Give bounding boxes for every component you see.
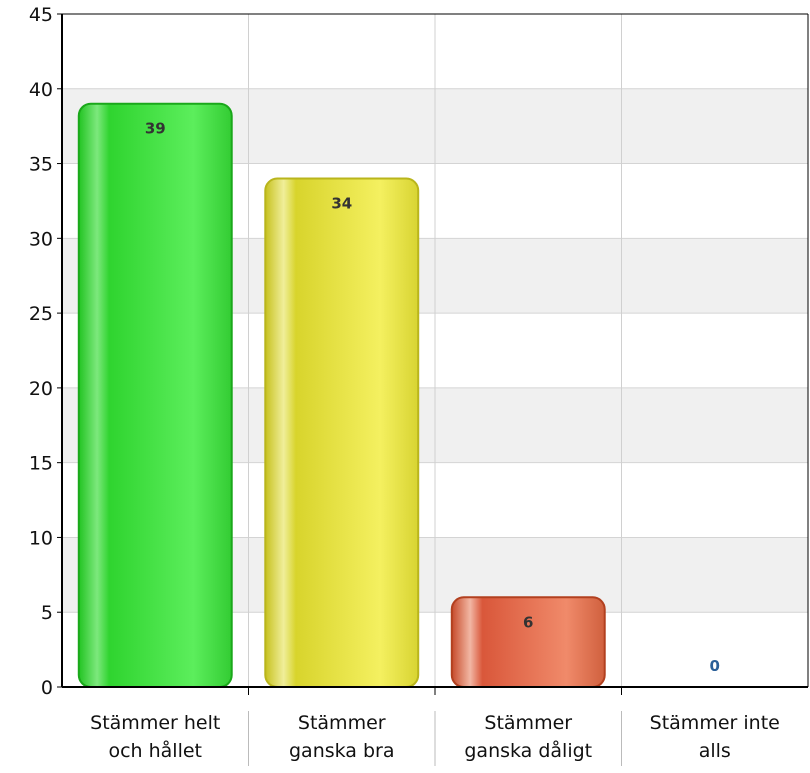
x-category-label-line: ganska bra bbox=[289, 740, 395, 762]
x-category-label-line: ganska dåligt bbox=[464, 739, 592, 762]
y-tick-label: 40 bbox=[29, 79, 53, 101]
y-tick-label: 15 bbox=[29, 453, 53, 475]
y-tick-label: 0 bbox=[41, 677, 53, 699]
x-category-label: Stämmer ganska dåligt bbox=[464, 712, 592, 762]
y-tick-label: 5 bbox=[41, 602, 53, 624]
value-label: 0 bbox=[710, 657, 720, 675]
x-category-label-line: och hållet bbox=[108, 739, 202, 762]
x-category-label-line: Stämmer bbox=[484, 712, 572, 734]
y-axis-ticks: 0 5 10 15 20 25 30 35 40 45 bbox=[29, 4, 62, 699]
value-label: 6 bbox=[523, 613, 533, 631]
bar bbox=[77, 102, 233, 688]
x-category-label-line: Stämmer bbox=[298, 712, 386, 734]
x-category-label-line: Stämmer inte bbox=[650, 712, 780, 734]
x-category-label-line: alls bbox=[699, 740, 731, 762]
value-label: 39 bbox=[145, 120, 166, 138]
y-tick-label: 35 bbox=[29, 154, 53, 176]
bars bbox=[77, 102, 606, 688]
y-tick-label: 20 bbox=[29, 378, 53, 400]
x-category-label: Stämmer helt och hållet bbox=[90, 712, 220, 762]
bar bbox=[450, 596, 606, 688]
y-tick-label: 30 bbox=[29, 228, 53, 250]
y-tick-label: 10 bbox=[29, 527, 53, 549]
bar bbox=[264, 177, 420, 688]
x-category-label: Stämmer ganska bra bbox=[289, 712, 395, 762]
y-tick-label: 45 bbox=[29, 4, 53, 26]
value-labels: 39 34 6 0 bbox=[145, 120, 720, 675]
x-category-label-line: Stämmer helt bbox=[90, 712, 220, 734]
y-tick-label: 25 bbox=[29, 303, 53, 325]
x-category-label: Stämmer inte alls bbox=[650, 712, 780, 762]
value-label: 34 bbox=[331, 195, 352, 213]
